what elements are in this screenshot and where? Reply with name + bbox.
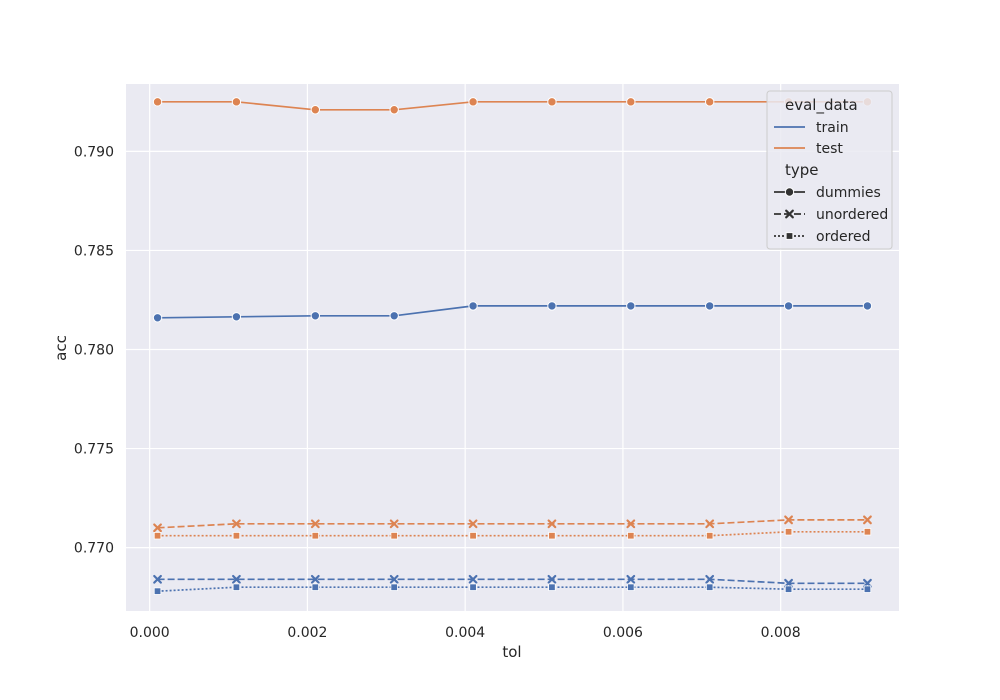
data-point <box>311 532 320 540</box>
data-point <box>547 301 557 311</box>
data-point <box>626 301 636 311</box>
data-point <box>627 583 635 591</box>
data-point <box>310 519 320 529</box>
data-point <box>390 532 398 540</box>
data-point <box>232 574 241 584</box>
data-point <box>863 528 872 536</box>
data-point <box>705 583 714 591</box>
data-point <box>784 515 793 525</box>
legend: eval_data type train test dummies unordered… <box>766 90 893 250</box>
data-point <box>784 585 793 593</box>
x-tick-label: 0.008 <box>761 625 801 641</box>
data-point <box>547 97 557 107</box>
data-point <box>231 312 242 322</box>
data-point <box>469 583 477 591</box>
data-point <box>548 532 556 540</box>
data-point <box>863 515 872 525</box>
data-point <box>548 583 556 591</box>
data-point <box>547 574 557 584</box>
series-train-ordered <box>153 583 872 595</box>
data-point <box>231 97 242 107</box>
data-point <box>232 519 241 529</box>
data-point <box>626 519 636 529</box>
y-tick-label: 0.775 <box>74 442 114 458</box>
data-point <box>627 532 635 540</box>
y-axis-label: acc <box>52 335 70 361</box>
data-point <box>153 532 162 540</box>
data-point <box>153 587 162 595</box>
x-tick-label: 0.004 <box>445 625 485 641</box>
data-point <box>153 574 162 584</box>
series-line <box>157 100 868 111</box>
data-point <box>310 574 320 584</box>
data-point <box>704 301 715 311</box>
y-tick-label: 0.785 <box>74 243 114 259</box>
data-point <box>469 532 477 540</box>
data-point <box>863 585 872 593</box>
series-layer <box>152 97 873 595</box>
legend-marker <box>784 187 795 197</box>
series-train-dummies <box>152 301 873 323</box>
legend-marker <box>785 232 794 240</box>
legend-item-dummies: dummies <box>816 185 881 201</box>
legend-item-unordered: unordered <box>816 207 888 223</box>
data-point <box>389 574 399 584</box>
data-point <box>784 528 793 536</box>
series-line <box>157 578 868 585</box>
data-point <box>705 532 714 540</box>
legend-item-train: train <box>816 120 849 136</box>
series-train-unordered <box>153 574 872 588</box>
data-point <box>152 313 163 323</box>
data-point <box>389 105 399 115</box>
y-tick-label: 0.770 <box>74 541 114 557</box>
data-point <box>547 519 557 529</box>
y-tick-label: 0.780 <box>74 342 114 358</box>
data-point <box>626 574 636 584</box>
legend-hue-title: eval_data <box>785 96 858 115</box>
legend-item-test: test <box>816 141 843 157</box>
data-point <box>862 301 873 311</box>
legend-box <box>766 90 893 250</box>
data-point <box>389 519 399 529</box>
data-point <box>152 97 163 107</box>
data-point <box>310 311 321 321</box>
series-test-unordered <box>153 515 872 533</box>
data-point <box>705 574 715 584</box>
legend-entries: train test dummies unordered ordered <box>774 120 888 245</box>
data-point <box>390 583 398 591</box>
data-point <box>468 301 478 311</box>
data-point <box>232 583 241 591</box>
data-point <box>389 311 399 321</box>
x-tick-labels: 0.000 0.002 0.004 0.006 0.008 <box>130 625 801 641</box>
data-point <box>232 532 241 540</box>
data-point <box>468 574 478 584</box>
y-tick-label: 0.790 <box>74 144 114 160</box>
data-point <box>153 523 162 533</box>
data-point <box>783 301 794 311</box>
x-tick-label: 0.000 <box>130 625 170 641</box>
x-tick-label: 0.006 <box>603 625 643 641</box>
x-tick-label: 0.002 <box>287 625 327 641</box>
legend-style-title: type <box>785 161 819 179</box>
legend-item-ordered: ordered <box>816 229 871 245</box>
data-point <box>863 578 872 588</box>
series-line <box>157 305 868 319</box>
data-point <box>704 97 715 107</box>
data-point <box>468 97 478 107</box>
legend-marker <box>785 209 794 219</box>
series-line <box>157 519 868 529</box>
series-test-ordered <box>153 528 872 540</box>
data-point <box>784 578 793 588</box>
data-point <box>311 583 320 591</box>
data-point <box>310 105 321 115</box>
y-tick-labels: 0.770 0.775 0.780 0.785 0.790 <box>74 144 114 556</box>
data-point <box>468 519 478 529</box>
data-point <box>705 519 715 529</box>
x-axis-label: tol <box>502 643 521 661</box>
data-point <box>626 97 636 107</box>
